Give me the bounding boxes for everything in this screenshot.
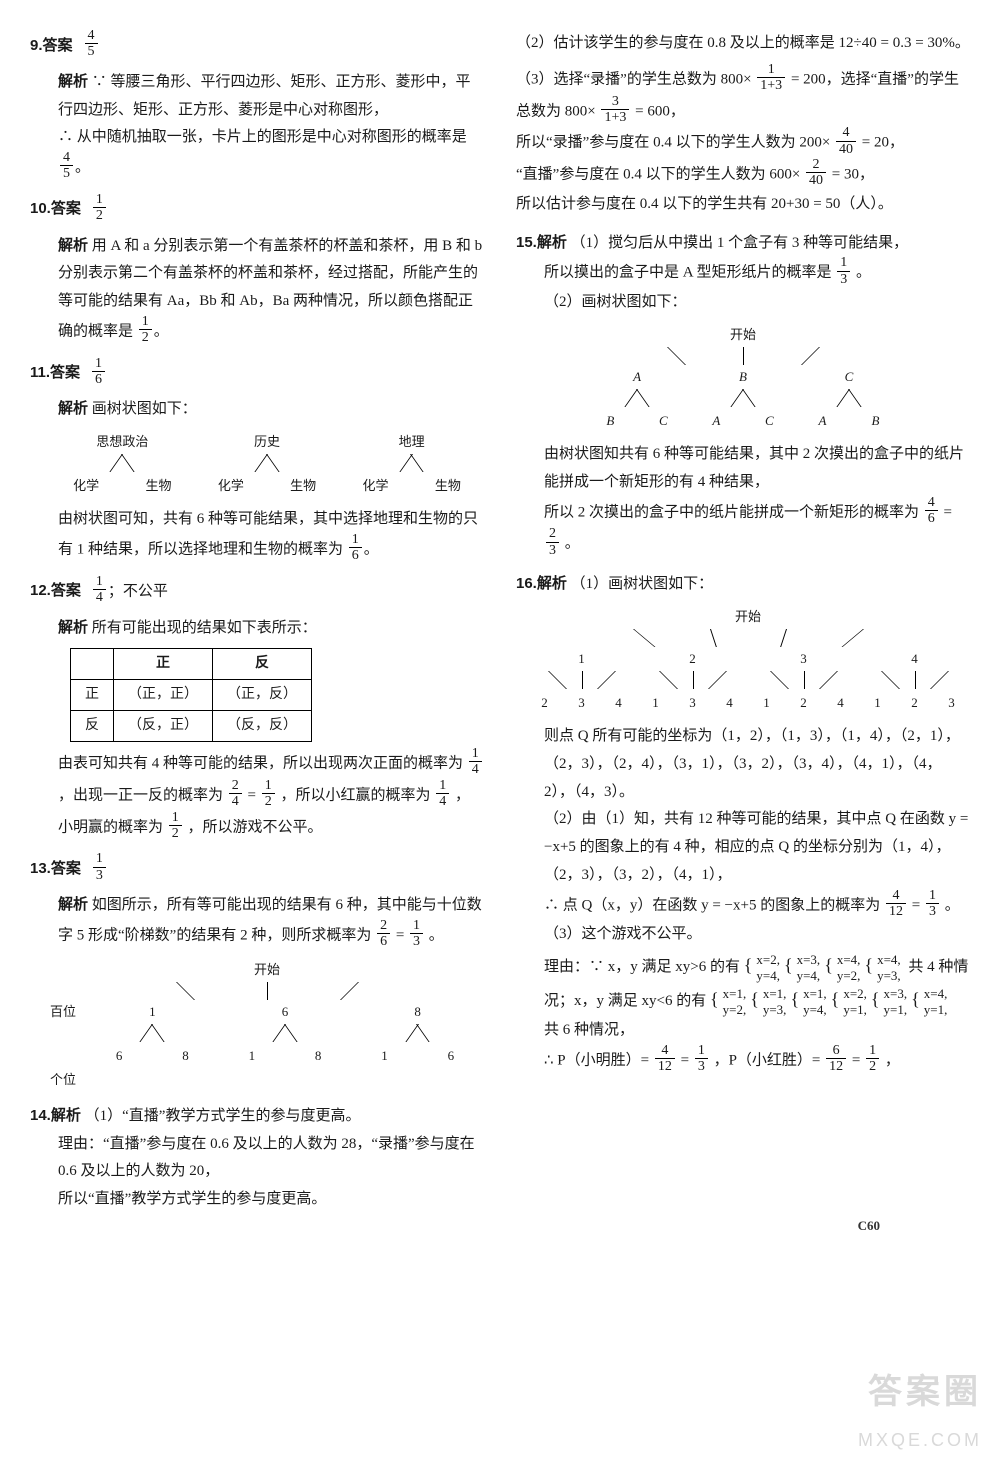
q9-p2a: ∴ 从中随机抽取一张，卡片上的图形是中心对称图形的概率是 [58,129,467,145]
q15-p4: 由树状图知共有 6 种等可能结果，其中 2 次摸出的盒子中的纸片能拼成一个新矩形… [544,441,970,497]
page-number: C60 [858,1214,880,1238]
q10-frac: 12 [139,314,152,346]
q9-ans-label: 答案 [43,37,73,54]
watermark-line2: MXQE.COM [858,1424,982,1457]
q16: 16.解析 （1）画树状图如下： 开始 1 234 2 134 3 [516,570,970,1077]
brace-system: {x=1,y=3, [750,993,790,1009]
q12-ans-label: 答案 [51,582,81,599]
page-root: 9.答案 45 解析 ∵ 等腰三角形、平行四边形、矩形、正方形、菱形中，平行四边… [30,30,970,1224]
brace-system: {x=3,y=4, [784,959,824,975]
q16-p1: （1）画树状图如下： [571,576,714,592]
q11-exp-label: 解析 [58,400,88,417]
left-column: 9.答案 45 解析 ∵ 等腰三角形、平行四边形、矩形、正方形、菱形中，平行四边… [30,30,484,1224]
q11-tree: 思想政治 化学生物 历史 化学生物 地理 化学生物 [50,430,484,498]
q15-num: 15. [516,234,537,251]
q15-label: 解析 [537,234,567,251]
q9-p1: ∵ 等腰三角形、平行四边形、矩形、正方形、菱形中，平行四边形、矩形、正方形、菱形… [58,74,471,118]
q10-ans-label: 答案 [51,200,81,217]
q14-p8: 所以估计参与度在 0.4 以下的学生共有 20+30 = 50（人）。 [516,191,970,219]
q10: 10.答案 12 解析 用 A 和 a 分别表示第一个有盖茶杯的杯盖和茶杯，用 … [30,194,484,348]
q15-p3: （2）画树状图如下： [544,289,970,317]
q14-p4: （2）估计该学生的参与度在 0.8 及以上的概率是 12÷40 = 0.3 = … [516,30,970,58]
q10-num: 10. [30,200,51,217]
q16-p6: 理由：∵ x，y 满足 xy>6 的有 {x=2,y=4,{x=3,y=4,{x… [544,949,970,1045]
q13: 13.答案 13 解析 如图所示，所有等可能出现的结果有 6 种，其中能与十位数… [30,853,484,1092]
watermark-line1: 答案圈 [858,1361,982,1424]
q12-num: 12. [30,582,51,599]
q12-ans-extra: ；不公平 [108,583,168,599]
q10-exp-label: 解析 [58,237,88,254]
q9-p2-frac: 45 [60,150,73,182]
q13-tree: 开始 百位 1 68 6 18 8 [50,958,484,1092]
q9-num: 9. [30,37,43,54]
q12: 12.答案 14；不公平 解析 所有可能出现的结果如下表所示： 正反 正（正，正… [30,576,484,844]
q16-p3: （2）由（1）知，共有 12 种等可能的结果，其中点 Q 在函数 y = −x+… [544,806,970,889]
q16-label: 解析 [537,575,567,592]
q12-exp-label: 解析 [58,619,88,636]
q13-ans-label: 答案 [51,860,81,877]
q9-answer-frac: 45 [85,28,98,60]
brace-system: {x=4,y=3, [864,959,904,975]
watermark: 答案圈 MXQE.COM [858,1361,982,1457]
q16-num: 16. [516,575,537,592]
q16-p2: 则点 Q 所有可能的坐标为（1，2），（1，3），（1，4），（2，1），（2，… [544,723,970,806]
q13-exp-label: 解析 [58,896,88,913]
q16-tree: 开始 1 234 2 134 3 124 4 [526,605,970,715]
q14-part2: （2）估计该学生的参与度在 0.8 及以上的概率是 12÷40 = 0.3 = … [516,30,970,219]
q14-p1: （1）“直播”教学方式学生的参与度更高。 [85,1108,361,1124]
q13-num: 13. [30,860,51,877]
q11-num: 11. [30,364,50,381]
brace-system: {x=4,y=1, [911,993,951,1009]
brace-system: {x=1,y=4, [790,993,830,1009]
q11-ans-label: 答案 [50,364,80,381]
q12-answer-frac: 14 [93,574,106,606]
brace-system: {x=2,y=1, [831,993,871,1009]
q13-answer-frac: 13 [93,851,106,883]
q12-p1a: 由表可知共有 4 种等可能的结果，所以出现两次正面的概率为 [58,755,463,771]
q9: 9.答案 45 解析 ∵ 等腰三角形、平行四边形、矩形、正方形、菱形中，平行四边… [30,30,484,184]
q12-table: 正反 正（正，正）（正，反） 反（反，正）（反，反） [70,648,312,742]
q15-tree: 开始 A BC B AC C AB [584,323,902,433]
q15-p1: （1）搅匀后从中摸出 1 个盒子有 3 种等可能结果， [571,235,909,251]
brace-system: {x=3,y=1, [871,993,911,1009]
q16-p5: （3）这个游戏不公平。 [544,921,970,949]
brace-system: {x=1,y=2, [710,993,750,1009]
q14-part1: 14.解析 （1）“直播”教学方式学生的参与度更高。 理由：“直播”参与度在 0… [30,1102,484,1214]
brace-system: {x=2,y=4, [744,959,784,975]
q15: 15.解析 （1）搅匀后从中摸出 1 个盒子有 3 种等可能结果， 所以摸出的盒… [516,229,970,560]
q14-label: 解析 [51,1107,81,1124]
right-column: （2）估计该学生的参与度在 0.8 及以上的概率是 12÷40 = 0.3 = … [516,30,970,1224]
q14-p3: 所以“直播”教学方式学生的参与度更高。 [58,1186,484,1214]
q11: 11.答案 16 解析 画树状图如下： 思想政治 化学生物 历史 化学生物 [30,358,484,566]
q10-p1: 用 A 和 a 分别表示第一个有盖茶杯的杯盖和茶杯，用 B 和 b 分别表示第二… [58,238,482,340]
q14-p2: 理由：“直播”参与度在 0.6 及以上的人数为 28，“录播”参与度在 0.6 … [58,1131,484,1187]
q10-answer-frac: 12 [93,192,106,224]
q11-frac: 16 [349,532,362,564]
q11-answer-frac: 16 [92,356,105,388]
brace-system: {x=4,y=2, [824,959,864,975]
q9-exp-label: 解析 [58,73,88,90]
q14-num: 14. [30,1107,51,1124]
q12-intro: 所有可能出现的结果如下表所示： [92,620,317,636]
q11-p1a: 由树状图可知，共有 6 种等可能结果，其中选择地理和生物的只有 1 种结果，所以… [58,511,478,557]
q11-tree-title: 画树状图如下： [92,401,197,417]
